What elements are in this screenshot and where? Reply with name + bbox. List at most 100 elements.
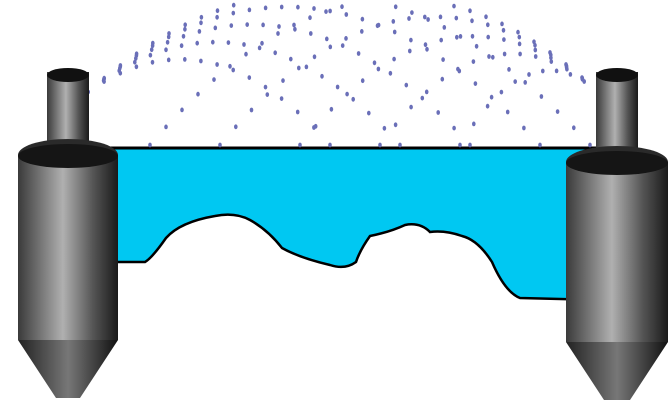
right-tower-cone (566, 342, 668, 400)
droplet (499, 89, 504, 95)
droplet (213, 25, 218, 31)
droplet (328, 142, 332, 148)
droplet (273, 50, 278, 56)
droplet (102, 79, 106, 84)
droplet (344, 36, 348, 41)
droplet (164, 47, 168, 53)
droplet (372, 60, 377, 66)
droplet (228, 63, 232, 69)
droplet (507, 67, 511, 72)
droplet (263, 84, 268, 90)
droplet (565, 66, 569, 72)
droplet (329, 106, 334, 112)
droplet (439, 37, 444, 43)
droplet (426, 17, 430, 22)
droplet (471, 59, 476, 64)
droplet (501, 27, 506, 33)
droplet (199, 58, 203, 64)
droplet (234, 124, 238, 130)
droplet (360, 78, 365, 84)
droplet (344, 12, 349, 17)
right-tower-pipe (596, 72, 638, 157)
droplet (409, 37, 413, 43)
droplet (356, 51, 361, 56)
droplet (242, 42, 246, 47)
left-tower-pipe (47, 72, 89, 152)
droplet (485, 103, 490, 109)
droplet (572, 125, 576, 131)
droplet (555, 109, 560, 114)
droplet (470, 33, 475, 39)
droplet (568, 72, 573, 77)
droplet (554, 68, 559, 74)
droplet (345, 91, 349, 97)
droplet (500, 21, 504, 27)
droplet (382, 125, 387, 131)
droplet (320, 73, 324, 79)
droplet (549, 55, 553, 61)
droplet (473, 81, 478, 86)
droplet (304, 64, 309, 70)
left-tower-pipe-top (47, 68, 89, 82)
droplet (211, 39, 215, 45)
droplet (212, 77, 216, 82)
droplet (516, 29, 520, 35)
droplet (491, 54, 495, 60)
droplet (325, 36, 329, 42)
droplet (360, 29, 364, 34)
droplet (425, 46, 429, 52)
droplet (229, 23, 234, 28)
droplet (195, 40, 199, 46)
droplet (455, 34, 459, 40)
right-tower-pipe-top (596, 68, 638, 82)
droplet (196, 91, 200, 97)
droplet (249, 107, 254, 113)
droplet (522, 125, 526, 131)
droplet (393, 122, 398, 128)
droplet (183, 22, 187, 28)
droplet (261, 22, 265, 28)
droplet (312, 6, 316, 11)
droplet (276, 31, 280, 36)
droplet (133, 59, 137, 65)
droplet (533, 47, 538, 53)
droplet (582, 79, 586, 84)
droplet (199, 14, 204, 20)
right-tower (566, 68, 668, 400)
droplet (523, 80, 527, 85)
droplet (328, 8, 332, 14)
droplet (517, 41, 522, 47)
droplet (279, 96, 284, 101)
droplet (298, 142, 302, 148)
droplet (277, 24, 281, 29)
droplet (199, 20, 203, 26)
droplet (181, 33, 186, 39)
droplet (404, 82, 409, 88)
droplet (215, 8, 220, 14)
droplet (226, 40, 231, 45)
water-basin (76, 146, 602, 302)
droplet (360, 16, 365, 22)
droplet (265, 92, 270, 97)
droplet (527, 72, 531, 77)
left-tower-cone (18, 340, 118, 398)
droplet (180, 107, 184, 113)
droplet (538, 142, 542, 148)
droplet (440, 76, 445, 82)
droplet (549, 59, 554, 64)
droplet (215, 14, 219, 20)
droplet (260, 40, 264, 46)
droplet (335, 84, 340, 90)
droplet (484, 14, 488, 20)
droplet (215, 62, 219, 67)
droplet (148, 52, 153, 58)
droplet (231, 67, 235, 73)
droplet (378, 142, 382, 148)
droplet (452, 125, 456, 131)
droplet (423, 42, 428, 48)
droplet (148, 142, 152, 148)
droplet (231, 2, 236, 8)
droplet (376, 66, 381, 72)
droplet (183, 26, 187, 32)
